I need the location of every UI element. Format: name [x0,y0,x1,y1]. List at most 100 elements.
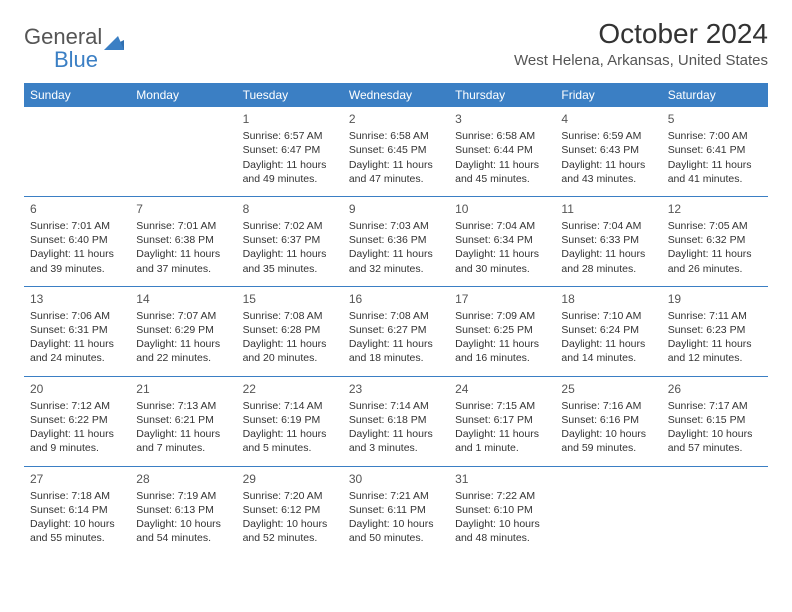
daylight-text: Daylight: 10 hours and 59 minutes. [561,427,655,455]
sunset-text: Sunset: 6:32 PM [668,233,762,247]
sunrise-text: Sunrise: 6:58 AM [349,129,443,143]
calendar-day-cell: 21Sunrise: 7:13 AMSunset: 6:21 PMDayligh… [130,376,236,466]
day-number: 31 [455,471,549,487]
daylight-text: Daylight: 11 hours and 1 minute. [455,427,549,455]
calendar-day-cell: 6Sunrise: 7:01 AMSunset: 6:40 PMDaylight… [24,196,130,286]
calendar-week-row: 13Sunrise: 7:06 AMSunset: 6:31 PMDayligh… [24,286,768,376]
calendar-day-cell: 27Sunrise: 7:18 AMSunset: 6:14 PMDayligh… [24,466,130,555]
day-number: 8 [243,201,337,217]
calendar-week-row: 6Sunrise: 7:01 AMSunset: 6:40 PMDaylight… [24,196,768,286]
day-number: 20 [30,381,124,397]
day-number: 28 [136,471,230,487]
calendar-day-cell: 7Sunrise: 7:01 AMSunset: 6:38 PMDaylight… [130,196,236,286]
daylight-text: Daylight: 11 hours and 5 minutes. [243,427,337,455]
weekday-header: Tuesday [237,83,343,107]
sunrise-text: Sunrise: 7:17 AM [668,399,762,413]
sunrise-text: Sunrise: 7:02 AM [243,219,337,233]
calendar-table: SundayMondayTuesdayWednesdayThursdayFrid… [24,83,768,555]
day-number: 6 [30,201,124,217]
sunrise-text: Sunrise: 7:14 AM [243,399,337,413]
calendar-day-cell: 26Sunrise: 7:17 AMSunset: 6:15 PMDayligh… [662,376,768,466]
sunrise-text: Sunrise: 6:58 AM [455,129,549,143]
day-number: 15 [243,291,337,307]
calendar-day-cell: 5Sunrise: 7:00 AMSunset: 6:41 PMDaylight… [662,107,768,196]
day-number: 5 [668,111,762,127]
calendar-header: SundayMondayTuesdayWednesdayThursdayFrid… [24,83,768,107]
sunrise-text: Sunrise: 7:21 AM [349,489,443,503]
sunrise-text: Sunrise: 7:04 AM [561,219,655,233]
sunset-text: Sunset: 6:36 PM [349,233,443,247]
calendar-day-cell: 4Sunrise: 6:59 AMSunset: 6:43 PMDaylight… [555,107,661,196]
sunset-text: Sunset: 6:13 PM [136,503,230,517]
day-number: 30 [349,471,443,487]
day-number: 14 [136,291,230,307]
sunrise-text: Sunrise: 7:03 AM [349,219,443,233]
sunset-text: Sunset: 6:47 PM [243,143,337,157]
sunrise-text: Sunrise: 6:57 AM [243,129,337,143]
daylight-text: Daylight: 11 hours and 30 minutes. [455,247,549,275]
sunset-text: Sunset: 6:28 PM [243,323,337,337]
daylight-text: Daylight: 11 hours and 41 minutes. [668,158,762,186]
sunrise-text: Sunrise: 7:22 AM [455,489,549,503]
sunset-text: Sunset: 6:23 PM [668,323,762,337]
weekday-header: Saturday [662,83,768,107]
daylight-text: Daylight: 11 hours and 12 minutes. [668,337,762,365]
day-number: 13 [30,291,124,307]
calendar-day-cell: 16Sunrise: 7:08 AMSunset: 6:27 PMDayligh… [343,286,449,376]
sunset-text: Sunset: 6:31 PM [30,323,124,337]
calendar-day-cell: 31Sunrise: 7:22 AMSunset: 6:10 PMDayligh… [449,466,555,555]
calendar-empty-cell [130,107,236,196]
sunrise-text: Sunrise: 7:01 AM [30,219,124,233]
sunset-text: Sunset: 6:37 PM [243,233,337,247]
daylight-text: Daylight: 10 hours and 54 minutes. [136,517,230,545]
daylight-text: Daylight: 10 hours and 55 minutes. [30,517,124,545]
calendar-day-cell: 3Sunrise: 6:58 AMSunset: 6:44 PMDaylight… [449,107,555,196]
weekday-header: Friday [555,83,661,107]
calendar-day-cell: 11Sunrise: 7:04 AMSunset: 6:33 PMDayligh… [555,196,661,286]
sunset-text: Sunset: 6:17 PM [455,413,549,427]
day-number: 17 [455,291,549,307]
calendar-day-cell: 25Sunrise: 7:16 AMSunset: 6:16 PMDayligh… [555,376,661,466]
sunrise-text: Sunrise: 7:10 AM [561,309,655,323]
calendar-day-cell: 9Sunrise: 7:03 AMSunset: 6:36 PMDaylight… [343,196,449,286]
daylight-text: Daylight: 11 hours and 37 minutes. [136,247,230,275]
sunset-text: Sunset: 6:45 PM [349,143,443,157]
sunrise-text: Sunrise: 7:18 AM [30,489,124,503]
daylight-text: Daylight: 11 hours and 39 minutes. [30,247,124,275]
logo-text-blue: Blue [54,47,98,72]
weekday-header: Wednesday [343,83,449,107]
location-text: West Helena, Arkansas, United States [514,52,768,69]
sunrise-text: Sunrise: 6:59 AM [561,129,655,143]
day-number: 19 [668,291,762,307]
calendar-body: 1Sunrise: 6:57 AMSunset: 6:47 PMDaylight… [24,107,768,555]
calendar-day-cell: 15Sunrise: 7:08 AMSunset: 6:28 PMDayligh… [237,286,343,376]
sunset-text: Sunset: 6:18 PM [349,413,443,427]
daylight-text: Daylight: 11 hours and 47 minutes. [349,158,443,186]
daylight-text: Daylight: 11 hours and 7 minutes. [136,427,230,455]
sunrise-text: Sunrise: 7:09 AM [455,309,549,323]
daylight-text: Daylight: 11 hours and 14 minutes. [561,337,655,365]
daylight-text: Daylight: 11 hours and 22 minutes. [136,337,230,365]
sunset-text: Sunset: 6:43 PM [561,143,655,157]
sunrise-text: Sunrise: 7:12 AM [30,399,124,413]
sunset-text: Sunset: 6:21 PM [136,413,230,427]
sunrise-text: Sunrise: 7:11 AM [668,309,762,323]
calendar-week-row: 1Sunrise: 6:57 AMSunset: 6:47 PMDaylight… [24,107,768,196]
calendar-day-cell: 14Sunrise: 7:07 AMSunset: 6:29 PMDayligh… [130,286,236,376]
daylight-text: Daylight: 11 hours and 18 minutes. [349,337,443,365]
day-number: 26 [668,381,762,397]
weekday-header: Monday [130,83,236,107]
calendar-day-cell: 1 Sunrise: 6:57 AMSunset: 6:47 PMDaylight… [237,107,343,196]
calendar-day-cell: 12Sunrise: 7:05 AMSunset: 6:32 PMDayligh… [662,196,768,286]
calendar-day-cell: 23Sunrise: 7:14 AMSunset: 6:18 PMDayligh… [343,376,449,466]
sunset-text: Sunset: 6:44 PM [455,143,549,157]
day-number: 1 [243,111,337,127]
daylight-text: Daylight: 10 hours and 50 minutes. [349,517,443,545]
daylight-text: Daylight: 11 hours and 24 minutes. [30,337,124,365]
daylight-text: Daylight: 11 hours and 49 minutes. [243,158,337,186]
sunset-text: Sunset: 6:12 PM [243,503,337,517]
day-number: 22 [243,381,337,397]
daylight-text: Daylight: 10 hours and 57 minutes. [668,427,762,455]
calendar-day-cell: 2 Sunrise: 6:58 AMSunset: 6:45 PMDaylight… [343,107,449,196]
day-number: 2 [349,111,443,127]
